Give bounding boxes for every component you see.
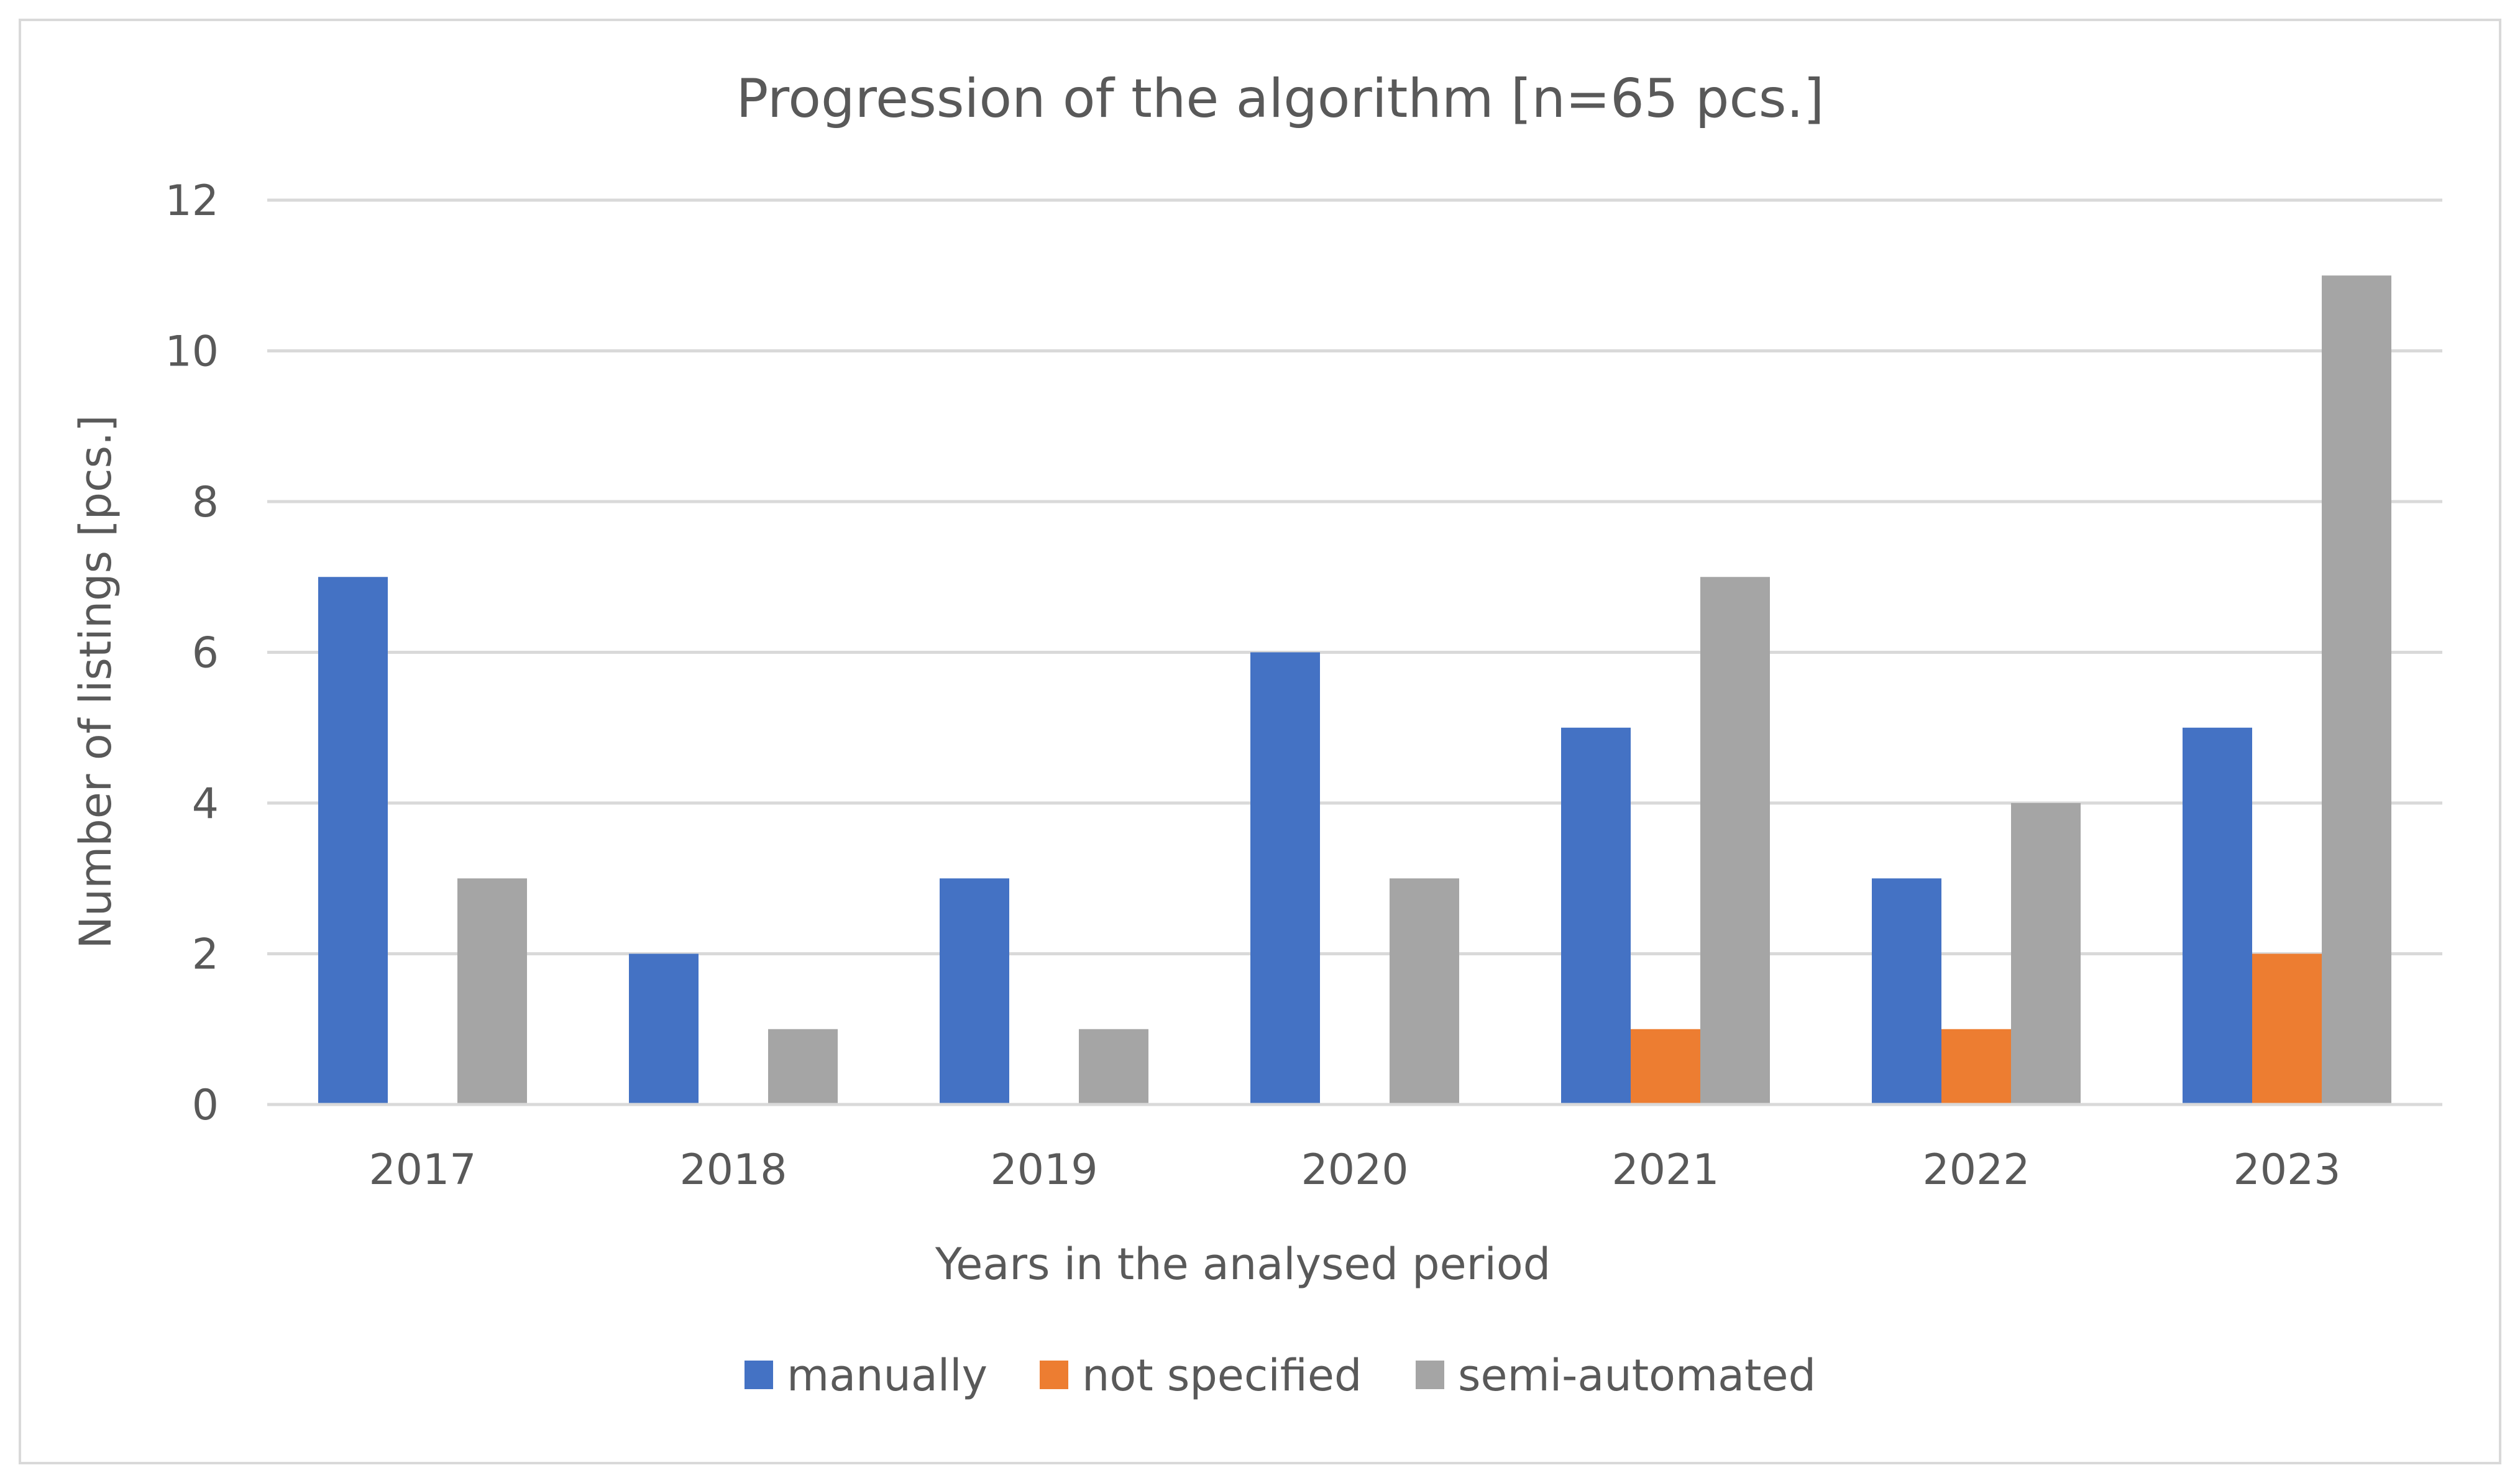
bar-semi-automated-2022: [2011, 803, 2081, 1104]
y-tick-label: 8: [192, 478, 219, 527]
bar-manually-2023: [2183, 727, 2252, 1104]
legend-swatch-not-specified: [1040, 1361, 1068, 1389]
bar-not-specified-2022: [1941, 1029, 2011, 1104]
bar-manually-2022: [1872, 878, 1941, 1104]
y-tick-label: 4: [192, 779, 219, 829]
bar-semi-automated-2020: [1390, 878, 1459, 1104]
bar-semi-automated-2018: [768, 1029, 838, 1104]
legend-label-manually: manually: [787, 1350, 987, 1401]
bar-semi-automated-2023: [2322, 275, 2391, 1104]
x-tick-label: 2023: [2233, 1146, 2340, 1195]
y-tick-label: 2: [192, 930, 219, 980]
gridlines: [267, 198, 2442, 955]
legend-label-semi-automated: semi-automated: [1458, 1350, 1816, 1401]
y-tick-label: 12: [165, 177, 219, 226]
legend-swatch-manually: [745, 1361, 773, 1389]
y-axis-title: Number of listings [pcs.]: [70, 415, 121, 948]
bar-not-specified-2023: [2252, 953, 2322, 1104]
x-tick-label: 2022: [1922, 1146, 2030, 1195]
legend-swatch-semi-automated: [1416, 1361, 1444, 1389]
y-tick-label: 10: [165, 328, 219, 377]
legend-label-not-specified: not specified: [1082, 1350, 1362, 1401]
bar-semi-automated-2019: [1079, 1029, 1148, 1104]
bar-semi-automated-2017: [457, 878, 527, 1104]
bar-manually-2019: [940, 878, 1009, 1104]
x-tick-label: 2020: [1301, 1146, 1408, 1195]
axes: 0 2 4 6 8 10 12 2017 2018 2019 2020 2021 2022 2023: [165, 177, 2442, 1195]
x-tick-label: 2017: [369, 1146, 476, 1195]
chart-title: Progression of the algorithm [n=65 pcs.]: [736, 68, 1825, 130]
y-tick-label: 6: [192, 629, 219, 678]
bar-not-specified-2021: [1631, 1029, 1700, 1104]
bars: [318, 275, 2391, 1104]
x-tick-label: 2019: [990, 1146, 1097, 1195]
bar-manually-2021: [1561, 727, 1631, 1104]
x-tick-label: 2021: [1611, 1146, 1719, 1195]
bar-semi-automated-2021: [1700, 577, 1770, 1104]
legend: manually not specified semi-automated: [745, 1350, 1816, 1401]
bar-manually-2017: [318, 577, 388, 1104]
y-tick-label: 0: [192, 1081, 219, 1130]
x-axis-title: Years in the analysed period: [935, 1239, 1551, 1290]
bar-manually-2018: [629, 953, 699, 1104]
x-tick-label: 2018: [679, 1146, 787, 1195]
bar-manually-2020: [1250, 652, 1320, 1104]
